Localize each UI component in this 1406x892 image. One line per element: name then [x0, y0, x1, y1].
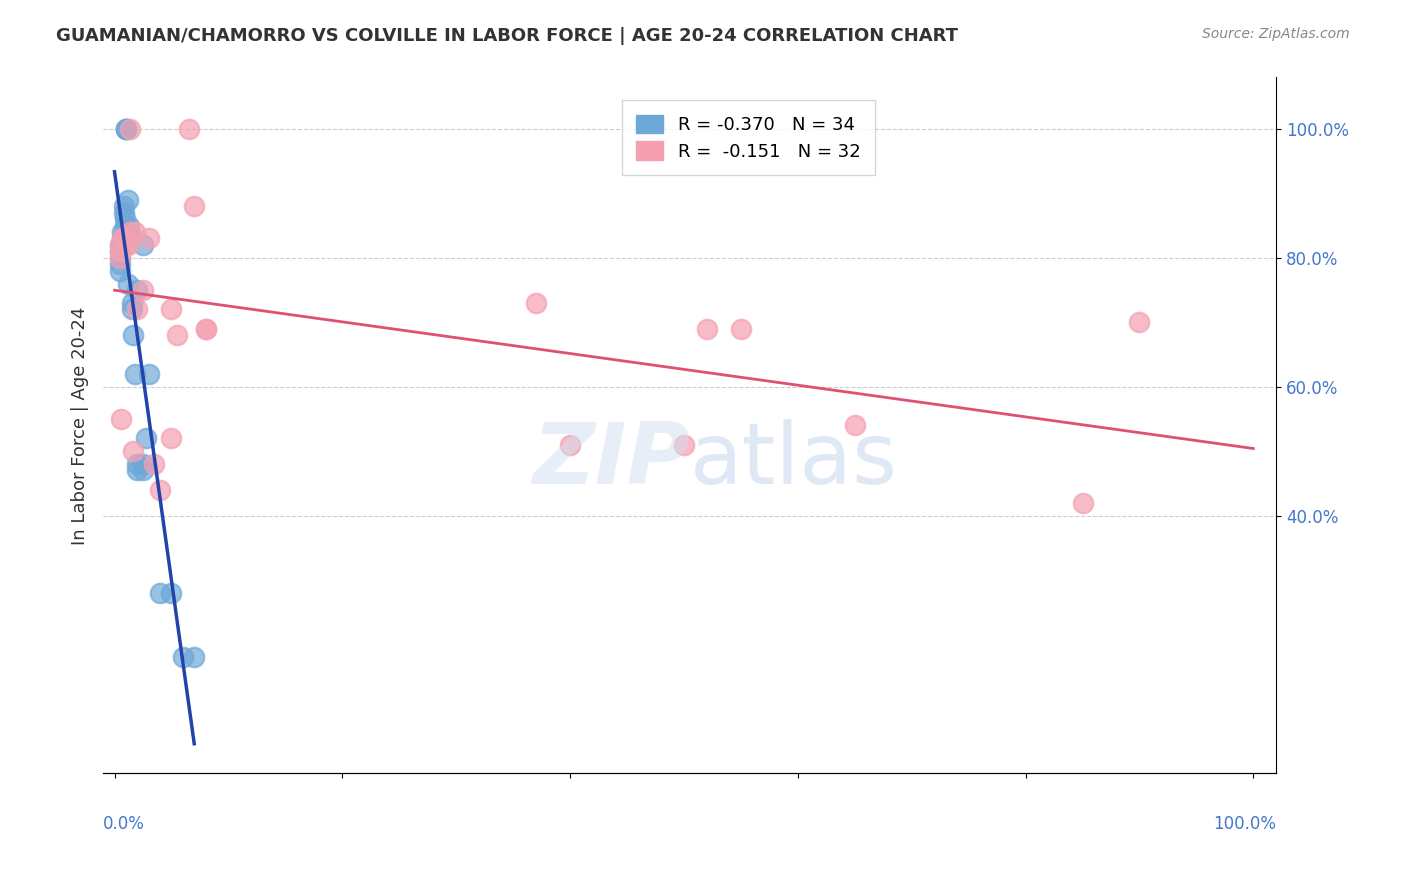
Point — [108, 251, 131, 265]
Point — [111, 225, 134, 239]
Point — [127, 463, 149, 477]
Point — [127, 283, 149, 297]
Point — [143, 457, 166, 471]
Point — [160, 302, 183, 317]
Point — [127, 302, 149, 317]
Point — [120, 122, 142, 136]
Point — [108, 244, 131, 259]
Point — [194, 321, 217, 335]
Point — [117, 238, 139, 252]
Point — [111, 231, 134, 245]
Point — [160, 431, 183, 445]
Point — [114, 219, 136, 233]
Point — [118, 219, 141, 233]
Point — [183, 650, 205, 665]
Point — [108, 251, 131, 265]
Point — [115, 122, 138, 136]
Point — [111, 231, 134, 245]
Point — [127, 457, 149, 471]
Text: GUAMANIAN/CHAMORRO VS COLVILLE IN LABOR FORCE | AGE 20-24 CORRELATION CHART: GUAMANIAN/CHAMORRO VS COLVILLE IN LABOR … — [56, 27, 959, 45]
Point — [132, 457, 155, 471]
Point — [108, 244, 131, 259]
Point — [117, 193, 139, 207]
Point — [135, 431, 157, 445]
Point — [121, 328, 143, 343]
Point — [115, 238, 138, 252]
Point — [1071, 495, 1094, 509]
Text: 100.0%: 100.0% — [1213, 815, 1277, 833]
Point — [160, 586, 183, 600]
Point — [108, 263, 131, 277]
Text: ZIP: ZIP — [531, 418, 689, 501]
Point — [138, 367, 160, 381]
Point — [183, 199, 205, 213]
Point — [124, 367, 146, 381]
Point — [672, 437, 695, 451]
Point — [112, 231, 135, 245]
Point — [132, 283, 155, 297]
Point — [118, 225, 141, 239]
Point — [844, 418, 866, 433]
Text: Source: ZipAtlas.com: Source: ZipAtlas.com — [1202, 27, 1350, 41]
Point — [117, 277, 139, 291]
Point — [524, 296, 547, 310]
Y-axis label: In Labor Force | Age 20-24: In Labor Force | Age 20-24 — [72, 306, 89, 544]
Point — [121, 302, 143, 317]
Point — [558, 437, 581, 451]
Point — [132, 463, 155, 477]
Point — [108, 238, 131, 252]
Point — [121, 296, 143, 310]
Point — [194, 321, 217, 335]
Point — [121, 444, 143, 458]
Point — [108, 257, 131, 271]
Point — [696, 321, 718, 335]
Legend: R = -0.370   N = 34, R =  -0.151   N = 32: R = -0.370 N = 34, R = -0.151 N = 32 — [621, 101, 875, 175]
Point — [132, 238, 155, 252]
Point — [115, 122, 138, 136]
Point — [177, 122, 200, 136]
Point — [172, 650, 194, 665]
Point — [124, 225, 146, 239]
Text: 0.0%: 0.0% — [103, 815, 145, 833]
Point — [112, 199, 135, 213]
Point — [110, 412, 132, 426]
Point — [115, 122, 138, 136]
Point — [108, 238, 131, 252]
Point — [114, 212, 136, 227]
Point — [138, 231, 160, 245]
Point — [149, 483, 172, 497]
Point — [1128, 315, 1150, 329]
Point — [166, 328, 188, 343]
Point — [120, 225, 142, 239]
Point — [112, 205, 135, 219]
Point — [730, 321, 752, 335]
Text: atlas: atlas — [689, 418, 897, 501]
Point — [149, 586, 172, 600]
